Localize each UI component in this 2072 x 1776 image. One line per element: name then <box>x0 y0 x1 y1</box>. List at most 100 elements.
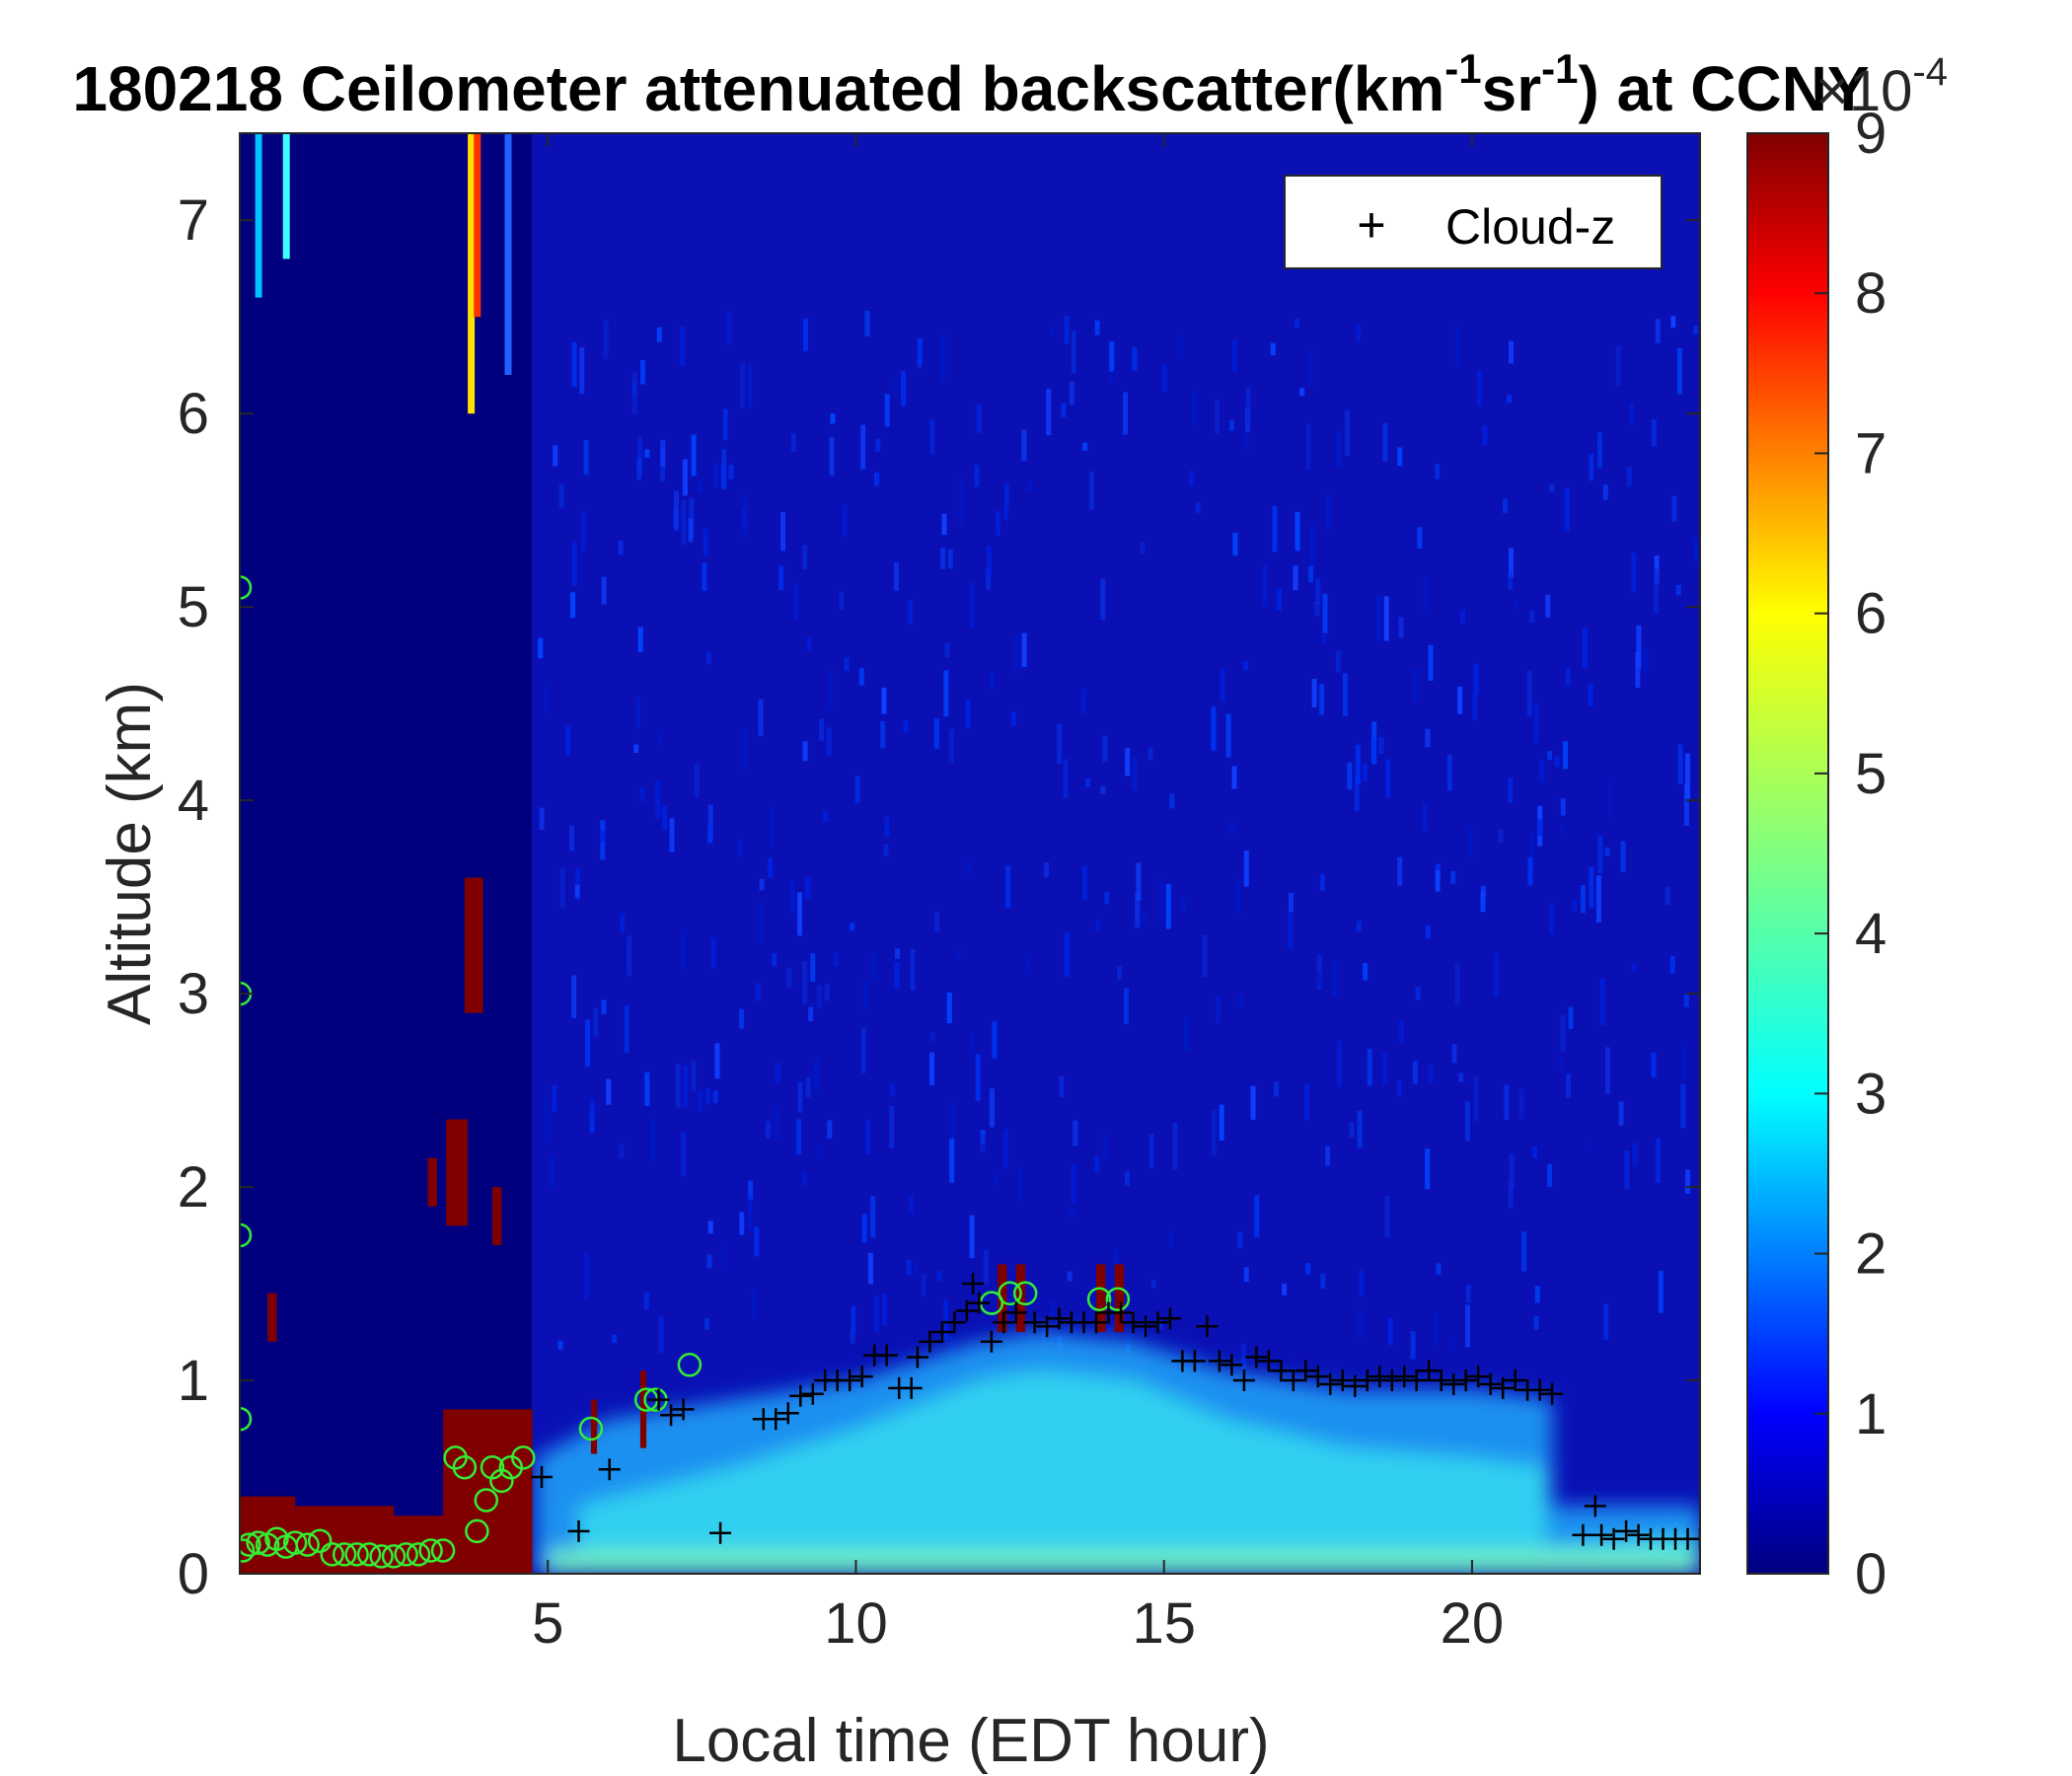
circle-marker <box>240 1222 253 1248</box>
y-tick-label: 2 <box>178 1155 209 1220</box>
circle-marker <box>418 1538 443 1563</box>
speckle <box>774 1106 779 1141</box>
speckle <box>1582 628 1588 668</box>
speckle <box>658 1316 664 1354</box>
speckle <box>986 569 992 590</box>
cloud-z-marker <box>1245 1346 1268 1369</box>
speckle <box>1559 825 1565 836</box>
speckle <box>992 1021 998 1059</box>
cloud-z-marker <box>955 1299 978 1322</box>
cloud-z-marker <box>1344 1374 1367 1397</box>
speckle <box>575 867 581 901</box>
speckle <box>1342 673 1348 716</box>
cloud-z-marker <box>1356 1369 1378 1391</box>
cloud-z-marker <box>777 1402 799 1425</box>
speckle <box>754 1225 760 1257</box>
colorbar-tick-label: 2 <box>1855 1222 1887 1287</box>
title-sup1: -1 <box>1444 45 1481 92</box>
title-lead: 180218 Ceilometer attenuated backscatter… <box>72 53 1444 124</box>
speckle <box>1566 1073 1572 1098</box>
speckle <box>694 764 700 797</box>
speckle <box>1232 533 1238 556</box>
speckle <box>1229 823 1235 836</box>
speckle <box>970 582 975 628</box>
speckle <box>1412 668 1418 702</box>
speckle <box>1422 802 1428 832</box>
speckle <box>1094 320 1100 335</box>
speckle <box>539 807 545 831</box>
speckle <box>1572 899 1578 912</box>
speckle <box>680 327 686 366</box>
speckle <box>1482 425 1488 446</box>
speckle <box>802 961 808 1004</box>
speckle <box>710 937 716 969</box>
speckle <box>600 830 605 843</box>
speckle <box>1003 506 1008 521</box>
speckle <box>1195 502 1201 513</box>
speckle <box>884 394 890 427</box>
speckle <box>1670 316 1676 329</box>
colorbar-tick-label: 3 <box>1855 1062 1887 1126</box>
speckle <box>768 857 774 878</box>
cloud-z-marker <box>1004 1301 1027 1324</box>
speckle <box>640 360 645 385</box>
y-tick-label: 0 <box>178 1542 209 1606</box>
speckle <box>1693 325 1699 334</box>
speckle <box>1451 1044 1457 1064</box>
cloud-z-marker <box>1369 1366 1391 1388</box>
speckle <box>1345 409 1350 456</box>
cloud-z-marker <box>1196 1315 1219 1338</box>
cloud-z-marker <box>1492 1376 1515 1399</box>
speckle <box>790 433 796 453</box>
cloud-z-marker <box>1454 1369 1477 1391</box>
speckle <box>1211 1109 1217 1156</box>
cloud-z-marker <box>875 1344 898 1367</box>
speckle <box>986 546 992 578</box>
speckle <box>1349 1122 1355 1139</box>
speckle <box>1675 584 1681 596</box>
speckle <box>802 741 808 762</box>
speckle <box>805 877 811 899</box>
speckle <box>1597 835 1603 874</box>
speckle <box>1358 1306 1363 1340</box>
speckle <box>1425 728 1431 748</box>
speckle <box>1021 632 1027 667</box>
speckle <box>894 961 900 989</box>
speckle <box>882 1294 887 1326</box>
title-sup2: -1 <box>1541 45 1578 92</box>
speckle <box>1589 866 1594 909</box>
speckle <box>967 858 973 878</box>
speckle <box>1325 1146 1331 1166</box>
speckle <box>816 985 822 1009</box>
speckle <box>1165 884 1171 929</box>
cloud-z-marker <box>598 1458 621 1481</box>
speckle <box>1117 966 1122 981</box>
circle-marker <box>452 1454 478 1480</box>
speckle <box>755 983 761 1001</box>
y-axis: 0 1 2 3 4 5 6 7 <box>178 188 1700 1606</box>
speckle <box>929 419 935 455</box>
speckle <box>1528 834 1534 874</box>
y-tick-label: 1 <box>178 1349 209 1413</box>
speckle <box>936 1271 942 1282</box>
cloud-z-marker <box>968 1292 991 1314</box>
circle-marker <box>465 1518 489 1544</box>
speckle <box>1539 759 1544 782</box>
speckle <box>1417 527 1423 549</box>
speckle <box>1150 1280 1156 1289</box>
speckle <box>893 379 898 390</box>
speckle <box>1192 390 1198 427</box>
colorbar-tick-label: 9 <box>1855 102 1887 166</box>
plot-frame <box>239 132 1701 1575</box>
speckle <box>994 1170 999 1186</box>
speckle <box>940 547 946 569</box>
speckle <box>759 878 765 891</box>
speckle <box>1423 575 1429 613</box>
speckle <box>1602 484 1608 500</box>
speckle <box>583 440 589 476</box>
speckle <box>1157 1318 1163 1330</box>
speckle <box>1685 753 1690 799</box>
speckle <box>1568 1006 1574 1029</box>
speckle <box>1332 961 1338 997</box>
circle-marker <box>511 1445 536 1470</box>
